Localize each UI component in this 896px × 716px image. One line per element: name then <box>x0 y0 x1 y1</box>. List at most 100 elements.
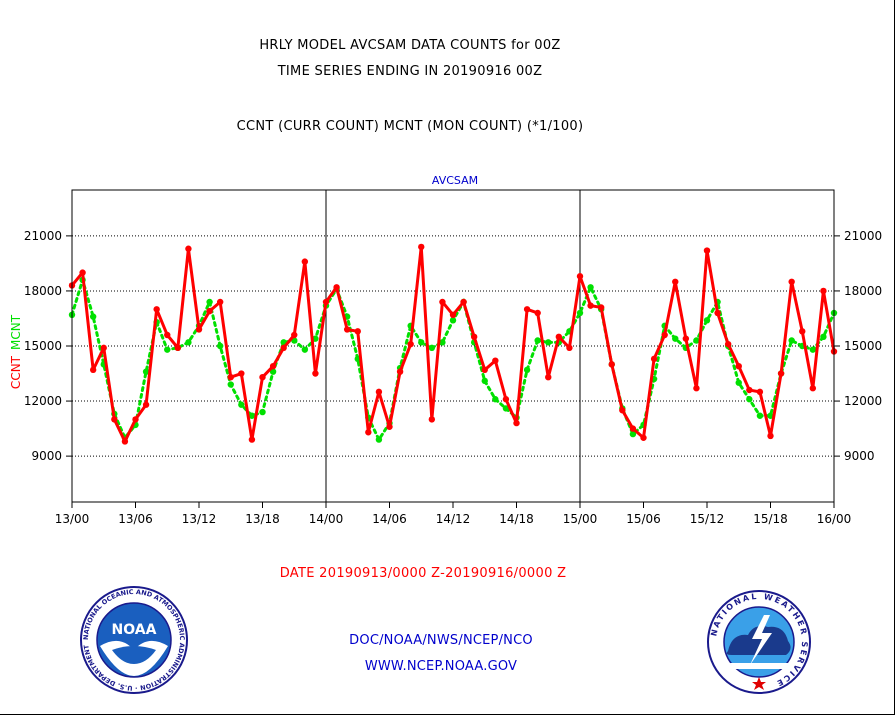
data-point-mcnt <box>502 405 510 412</box>
data-point-ccnt <box>672 278 679 285</box>
data-point-ccnt <box>566 344 573 352</box>
data-point-ccnt <box>227 374 234 381</box>
data-point-ccnt <box>724 340 732 348</box>
data-point-ccnt <box>111 416 118 423</box>
data-point-ccnt <box>788 278 795 285</box>
data-point-mcnt <box>312 335 319 342</box>
x-tick-label: 14/12 <box>436 512 471 526</box>
data-point-ccnt <box>343 326 351 333</box>
y-tick-label-right: 9000 <box>844 449 875 463</box>
data-point-ccnt <box>545 374 552 381</box>
data-point-ccnt <box>365 429 372 436</box>
data-point-mcnt <box>492 396 499 403</box>
data-point-ccnt <box>100 344 107 352</box>
y-axis-label-mcnt: MCNT <box>9 314 23 350</box>
data-point-mcnt <box>629 430 637 438</box>
data-point-ccnt <box>576 273 584 280</box>
data-point-ccnt <box>89 366 97 374</box>
y-tick-label-left: 9000 <box>31 449 62 463</box>
x-tick-label: 13/00 <box>55 512 90 526</box>
data-point-ccnt <box>407 340 414 348</box>
data-point-mcnt <box>576 309 584 317</box>
y-tick-label-right: 12000 <box>844 394 882 408</box>
data-point-ccnt <box>820 287 827 295</box>
data-point-mcnt <box>449 317 457 324</box>
data-point-mcnt <box>820 333 827 341</box>
data-point-ccnt <box>216 298 224 306</box>
chart-svg: 9000 9000 12000 12000 15000 15000 18000 18000 21… <box>9 174 882 526</box>
data-point-ccnt <box>174 344 182 352</box>
data-point-ccnt <box>470 333 478 341</box>
data-point-ccnt <box>746 386 753 394</box>
y-axis-label-ccnt: CCNT <box>9 355 23 389</box>
data-point-ccnt <box>291 331 298 339</box>
x-tick-label: 15/12 <box>690 512 725 526</box>
y-tick-label-right: 21000 <box>844 229 882 243</box>
data-point-ccnt <box>269 362 277 370</box>
data-point-ccnt <box>142 401 150 408</box>
data-point-mcnt <box>545 339 552 346</box>
data-point-mcnt <box>523 366 531 374</box>
x-tick-label: 15/18 <box>753 512 788 526</box>
data-point-ccnt <box>418 243 425 251</box>
data-point-ccnt <box>693 385 700 392</box>
data-point-mcnt <box>746 396 753 403</box>
x-tick-label: 13/18 <box>245 512 280 526</box>
data-point-mcnt <box>227 381 234 388</box>
data-point-ccnt <box>587 302 594 309</box>
data-point-mcnt <box>672 335 679 342</box>
y-tick-label-right: 15000 <box>844 339 882 353</box>
data-point-mcnt <box>142 368 150 375</box>
data-point-ccnt <box>597 304 605 311</box>
data-point-ccnt <box>428 416 436 423</box>
data-point-mcnt <box>164 346 171 353</box>
data-point-ccnt <box>513 419 520 427</box>
data-point-ccnt <box>185 245 192 252</box>
data-point-ccnt <box>735 362 742 370</box>
noaa-logo-text: NOAA <box>112 622 157 638</box>
x-tick-label: 15/06 <box>626 512 661 526</box>
y-tick-label-left: 18000 <box>24 284 62 298</box>
data-point-mcnt <box>767 412 774 419</box>
data-point-ccnt <box>534 309 541 317</box>
data-point-mcnt <box>259 408 266 416</box>
data-point-mcnt <box>269 368 277 375</box>
data-point-mcnt <box>238 401 245 408</box>
data-point-mcnt <box>788 337 795 344</box>
data-point-mcnt <box>185 339 192 346</box>
data-point-ccnt <box>248 436 256 443</box>
data-point-ccnt <box>164 331 171 339</box>
x-tick-label: 14/00 <box>309 512 344 526</box>
data-point-ccnt <box>777 370 785 377</box>
x-tick-label: 15/00 <box>563 512 598 526</box>
data-point-ccnt <box>492 357 499 364</box>
data-point-ccnt <box>682 335 690 342</box>
data-point-ccnt <box>195 326 203 333</box>
data-point-ccnt <box>449 311 457 318</box>
website-link[interactable]: WWW.NCEP.NOAA.GOV <box>364 659 518 674</box>
x-tick-label: 13/06 <box>118 512 153 526</box>
data-point-ccnt <box>322 298 330 306</box>
data-point-ccnt <box>714 309 721 317</box>
x-tick-label: 13/12 <box>182 512 217 526</box>
data-point-mcnt <box>439 339 446 346</box>
data-point-mcnt <box>703 317 711 324</box>
data-point-ccnt <box>460 298 467 306</box>
data-point-ccnt <box>206 307 213 315</box>
data-point-ccnt <box>396 368 404 375</box>
data-point-mcnt <box>301 346 309 353</box>
data-point-ccnt <box>79 269 86 276</box>
data-point-ccnt <box>809 385 817 392</box>
data-point-ccnt <box>555 333 563 341</box>
data-point-ccnt <box>629 425 637 432</box>
y-tick-label-left: 21000 <box>24 229 62 243</box>
data-point-ccnt <box>375 388 383 396</box>
data-point-ccnt <box>481 366 488 374</box>
data-point-ccnt <box>650 355 658 363</box>
noaa-logo: NATIONAL OCEANIC AND ATMOSPHERIC ADMINIS… <box>80 584 188 694</box>
data-point-mcnt <box>216 342 224 350</box>
data-point-mcnt <box>418 339 425 346</box>
data-point-mcnt <box>206 298 213 306</box>
data-point-ccnt <box>280 344 287 352</box>
data-point-ccnt <box>259 374 266 381</box>
